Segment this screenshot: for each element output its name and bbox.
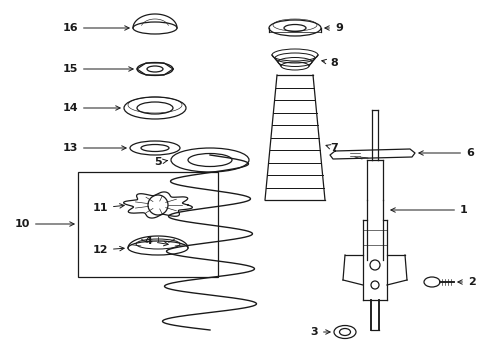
Text: 15: 15 [62,64,133,74]
Text: 12: 12 [92,245,124,255]
Bar [78,172,218,277]
Text: 14: 14 [62,103,120,113]
Text: 7: 7 [325,143,337,153]
Text: 13: 13 [62,143,126,153]
Text: 16: 16 [62,23,129,33]
Text: 4: 4 [144,236,168,246]
Text: 3: 3 [310,327,329,337]
Text: 10: 10 [15,219,74,229]
Text: 11: 11 [92,203,124,213]
Text: 5: 5 [154,157,167,167]
Text: 8: 8 [321,58,337,68]
Text: 6: 6 [418,148,473,158]
Text: 1: 1 [390,205,467,215]
Text: 2: 2 [457,277,475,287]
Text: 9: 9 [324,23,342,33]
